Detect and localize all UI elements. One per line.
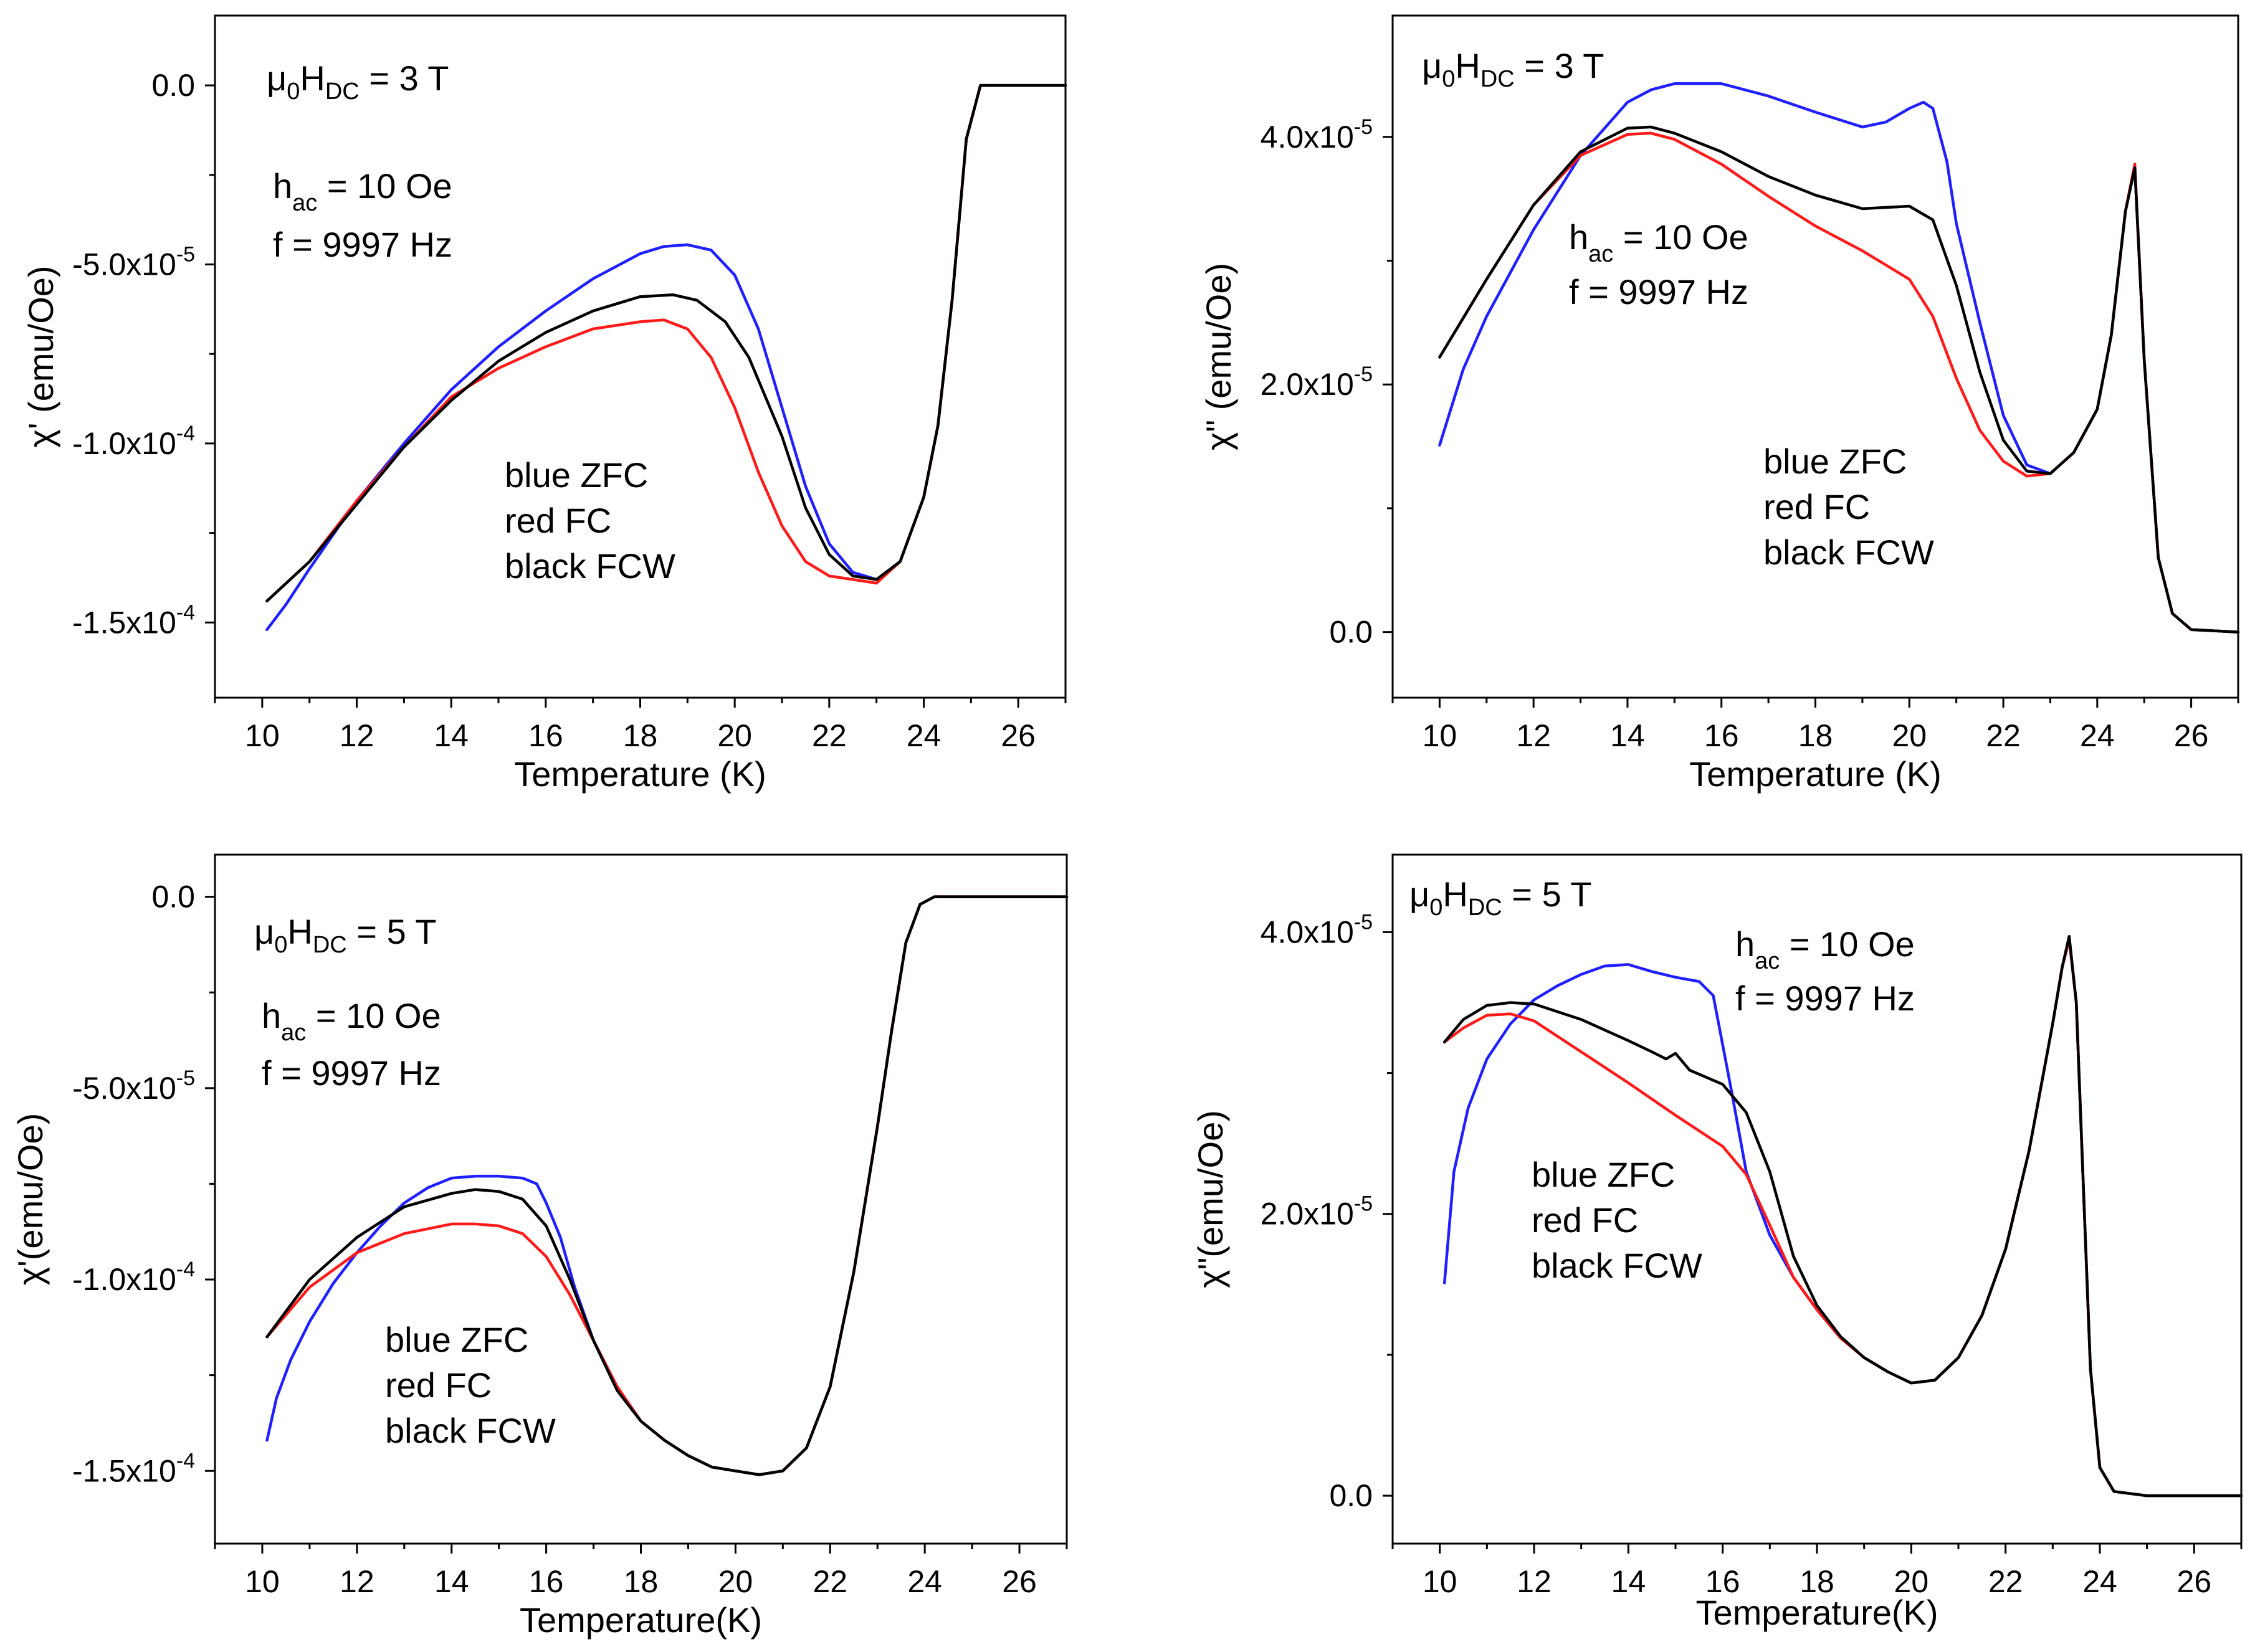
y-tick-label: 0.0: [151, 880, 195, 914]
x-tick-label: 18: [1800, 1564, 1834, 1599]
legend-entry: black FCW: [1763, 533, 1934, 572]
x-tick-label: 12: [1516, 718, 1551, 753]
x-tick-label: 26: [2177, 1564, 2212, 1599]
field-annotation: μ0HDC = 5 T: [1409, 875, 1591, 921]
y-tick-label: -1.5x10-4: [72, 601, 195, 640]
y-axis-title: χ"(emu/Oe): [1191, 1110, 1230, 1288]
legend-entry: red FC: [505, 501, 611, 540]
legend-entry: black FCW: [1532, 1246, 1702, 1285]
y-tick-label: 0.0: [1329, 615, 1373, 650]
x-tick-label: 20: [1894, 1564, 1929, 1599]
hac-annotation: hac = 10 Oe: [262, 996, 441, 1046]
y-tick-label: 2.0x10-5: [1261, 363, 1373, 402]
hac-annotation: hac = 10 Oe: [1735, 924, 1915, 974]
plot-frame: [214, 14, 1067, 699]
y-tick-label: -1.5x10-4: [72, 1449, 195, 1488]
y-tick-label: 2.0x10-5: [1261, 1192, 1373, 1232]
field-annotation: μ0HDC = 3 T: [267, 59, 449, 105]
series-line-black-fcw: [265, 83, 1067, 603]
series-line-black-fcw: [265, 895, 1069, 1476]
x-axis-title: Temperature (K): [1689, 754, 1942, 794]
y-tick-label: -1.0x10-4: [72, 1258, 195, 1297]
x-tick-label: 22: [813, 1564, 847, 1599]
x-axis-title: Temperature(K): [1695, 1593, 1938, 1632]
x-tick-label: 26: [1002, 1564, 1037, 1599]
x-tick-label: 24: [2082, 1564, 2117, 1599]
series-line-black-fcw: [1438, 125, 2240, 634]
x-tick-label: 10: [1423, 718, 1457, 753]
x-tick-label: 24: [907, 1564, 942, 1599]
x-tick-label: 12: [340, 1564, 374, 1599]
x-axis-title: Temperature(K): [520, 1600, 762, 1640]
x-tick-label: 16: [528, 718, 563, 753]
y-tick-label: 4.0x10-5: [1261, 910, 1373, 949]
legend-entry: blue ZFC: [385, 1320, 528, 1359]
x-tick-label: 14: [1611, 1564, 1646, 1599]
frequency-annotation: f = 9997 Hz: [1735, 979, 1915, 1018]
chart-panel-top-left: 10 12 14 16 18 20 22 24 26 0.0 -5.0x10-5 -1.0x10-4 -…: [21, 14, 1067, 794]
frequency-annotation: f = 9997 Hz: [262, 1053, 441, 1093]
y-tick-label: 0.0: [151, 68, 195, 103]
x-tick-label: 26: [2174, 718, 2209, 753]
chart-panel-bottom-right: 10 12 14 16 18 20 22 24 26 0.0 2.0x10-5 4.0x10-5 Tem…: [1191, 853, 2243, 1632]
y-axis-title: χ" (emu/Oe): [1199, 263, 1238, 450]
hac-annotation: hac = 10 Oe: [1569, 217, 1748, 267]
plot-frame: [1391, 14, 2239, 699]
y-tick-label: -1.0x10-4: [72, 422, 195, 461]
legend-entry: black FCW: [385, 1411, 556, 1450]
legend-entry: red FC: [1763, 487, 1870, 526]
x-tick-label: 12: [340, 718, 374, 753]
x-tick-label: 16: [529, 1564, 564, 1599]
x-tick-label: 24: [2080, 718, 2115, 753]
x-tick-label: 20: [717, 718, 752, 753]
hac-annotation: hac = 10 Oe: [273, 166, 452, 216]
chart-panel-bottom-left: 10 12 14 16 18 20 22 24 26 0.0 -5.0x10-5 -1.0x10-4 -…: [11, 853, 1069, 1640]
legend-entry: red FC: [1532, 1200, 1638, 1240]
legend-entry: blue ZFC: [1763, 442, 1907, 481]
x-tick-label: 22: [1988, 1564, 2023, 1599]
x-tick-label: 14: [434, 1564, 469, 1599]
x-tick-label: 10: [245, 718, 280, 753]
x-tick-label: 10: [1423, 1564, 1457, 1599]
x-tick-label: 24: [907, 718, 942, 753]
x-tick-label: 22: [812, 718, 847, 753]
legend-entry: red FC: [385, 1365, 492, 1405]
field-annotation: μ0HDC = 5 T: [254, 912, 436, 958]
legend-entry: black FCW: [505, 546, 675, 586]
x-tick-label: 14: [434, 718, 469, 753]
series-line-red-fc: [265, 83, 1067, 603]
x-tick-label: 12: [1517, 1564, 1552, 1599]
x-tick-label: 14: [1610, 718, 1645, 753]
y-axis-title: χ' (emu/Oe): [21, 265, 60, 447]
y-tick-label: -5.0x10-5: [72, 242, 195, 282]
field-annotation: μ0HDC = 3 T: [1422, 46, 1604, 92]
y-tick-label: 0.0: [1329, 1478, 1373, 1513]
y-axis-title: χ'(emu/Oe): [11, 1113, 50, 1286]
y-tick-label: 4.0x10-5: [1261, 115, 1373, 154]
legend-entry: blue ZFC: [505, 455, 648, 495]
x-tick-label: 16: [1704, 718, 1739, 753]
x-tick-label: 22: [1986, 718, 2021, 753]
legend-entry: blue ZFC: [1532, 1155, 1675, 1194]
x-tick-label: 20: [718, 1564, 753, 1599]
x-tick-label: 26: [1001, 718, 1036, 753]
x-tick-label: 18: [623, 718, 658, 753]
frequency-annotation: f = 9997 Hz: [273, 225, 452, 264]
x-tick-label: 20: [1892, 718, 1927, 753]
frequency-annotation: f = 9997 Hz: [1569, 272, 1748, 311]
series-line-black-fcw: [1442, 934, 2243, 1498]
chart-panel-top-right: 10 12 14 16 18 20 22 24 26 0.0 2.0x10-5 4.0x10-5 Tem…: [1199, 14, 2240, 794]
y-tick-label: -5.0x10-5: [72, 1066, 195, 1106]
x-tick-label: 18: [1798, 718, 1833, 753]
x-tick-label: 10: [245, 1564, 280, 1599]
x-axis-title: Temperature (K): [514, 754, 766, 794]
x-tick-label: 16: [1705, 1564, 1740, 1599]
x-tick-label: 18: [624, 1564, 659, 1599]
